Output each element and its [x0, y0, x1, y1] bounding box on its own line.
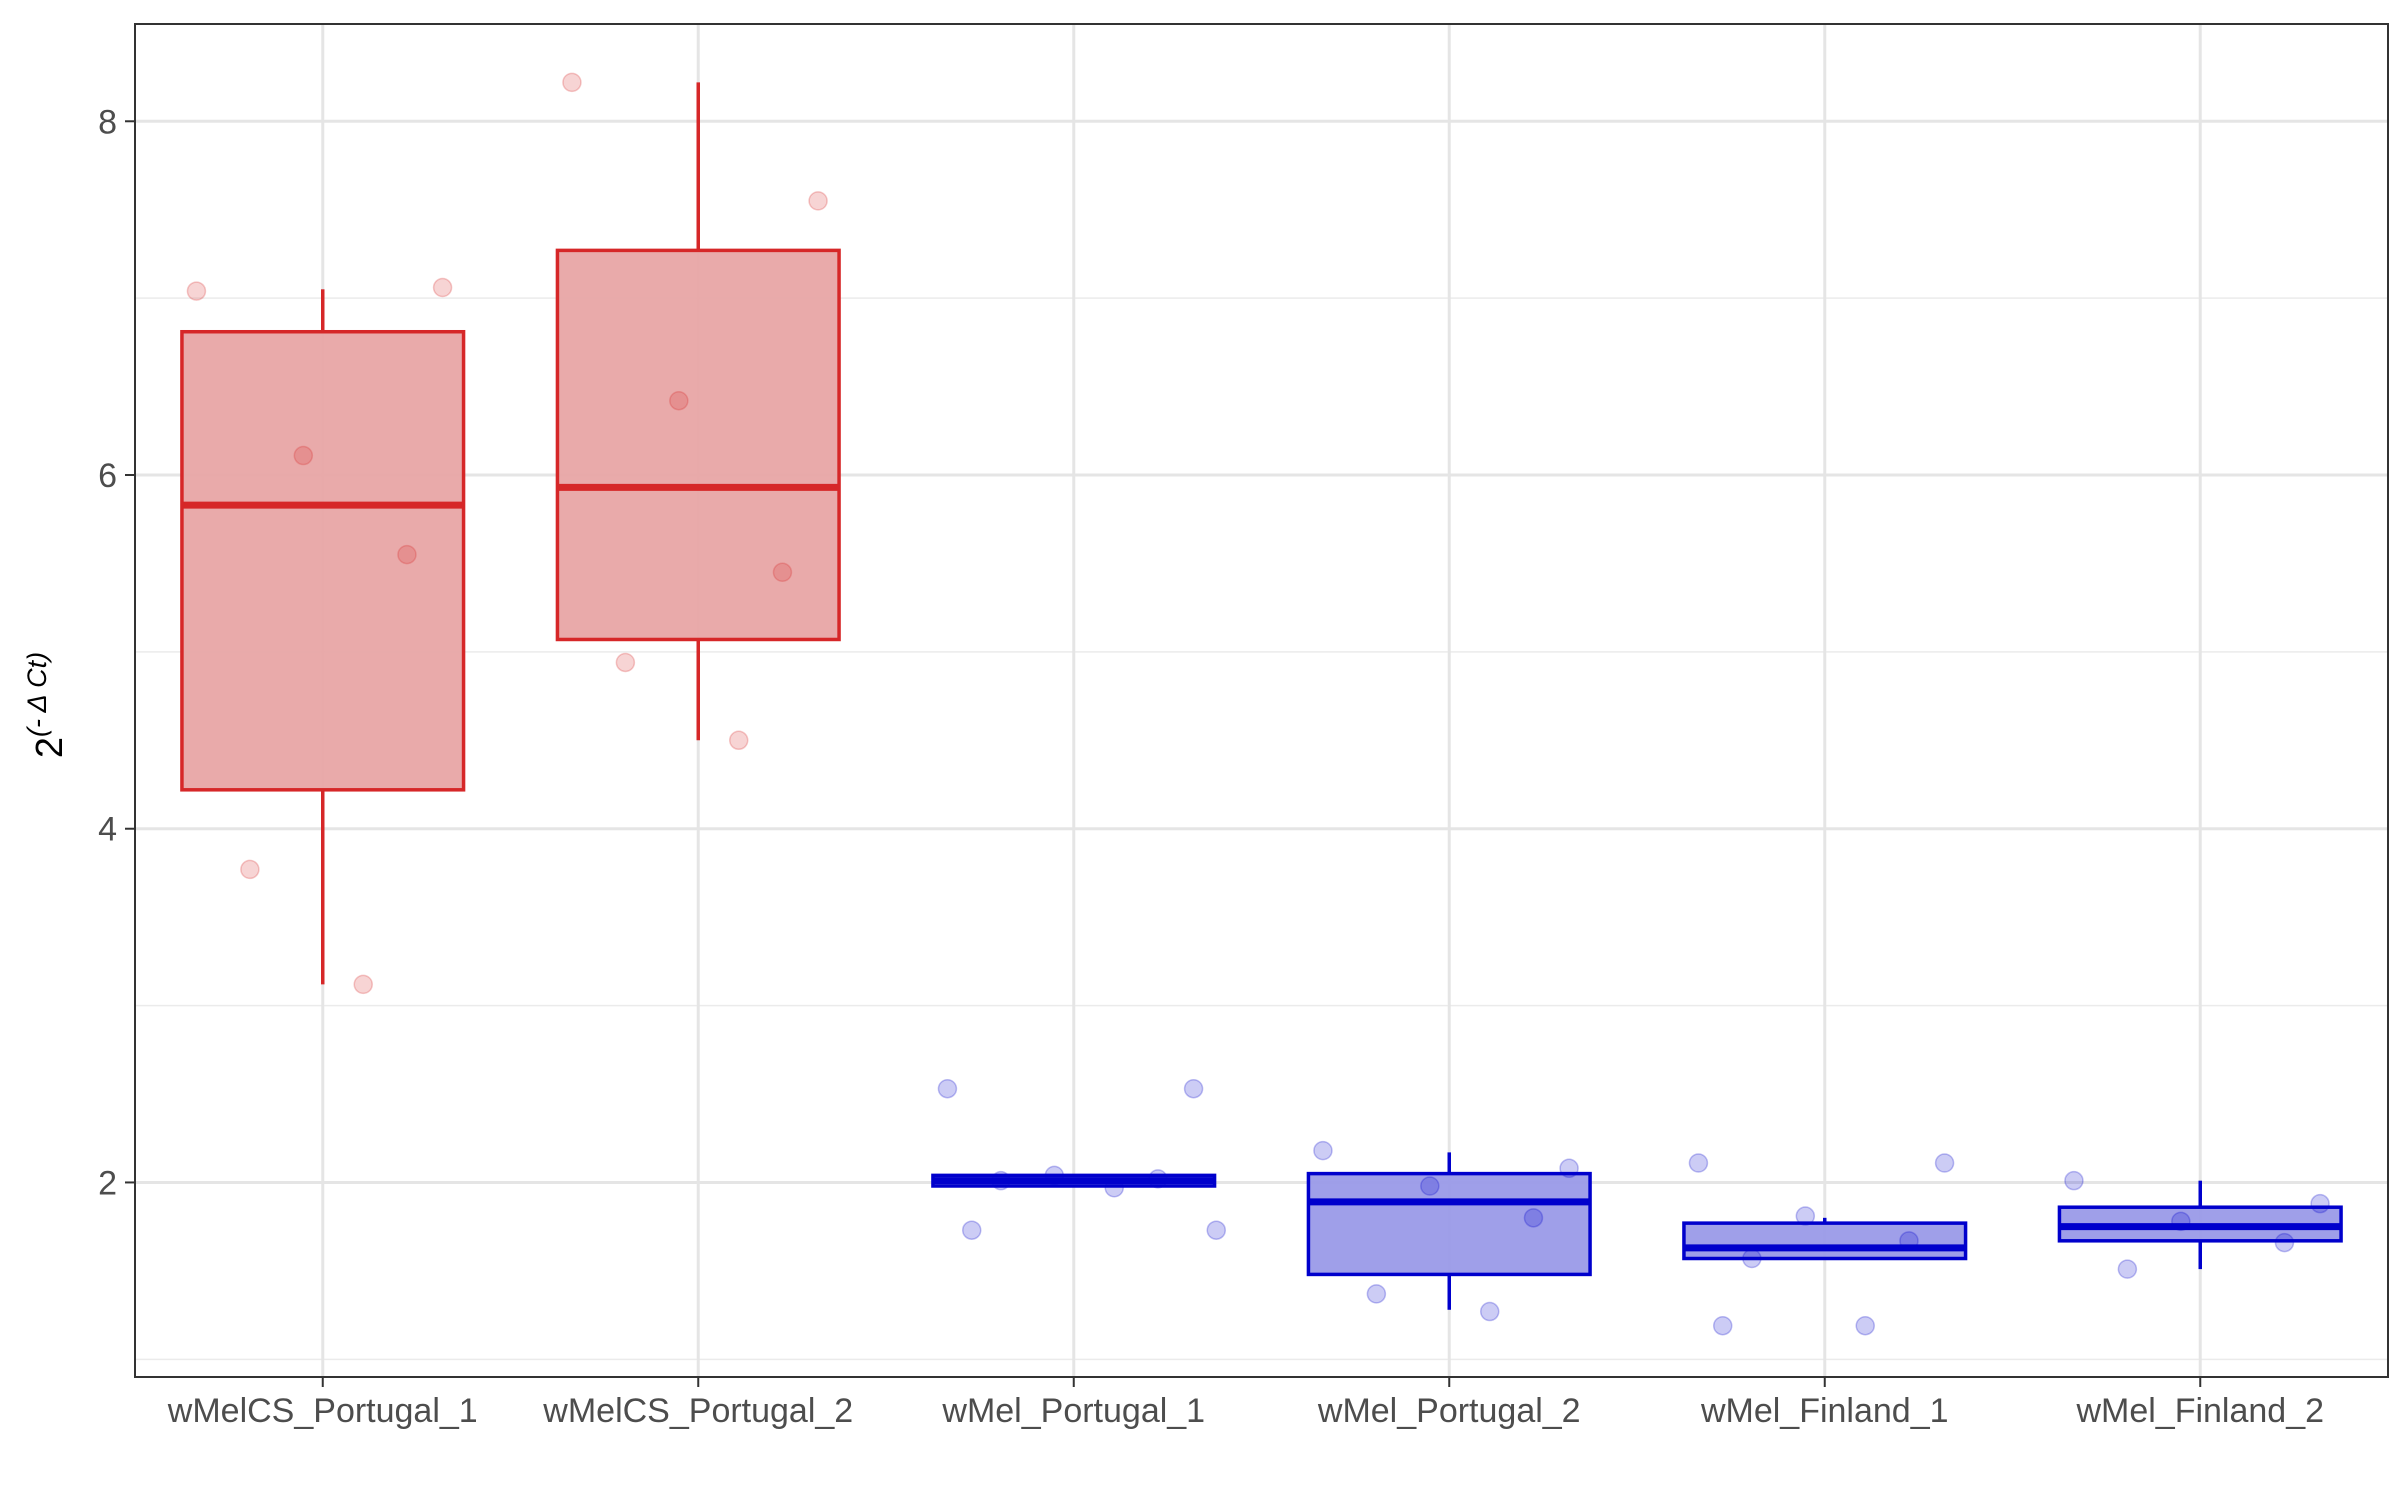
- data-point: [1688, 1153, 1709, 1173]
- data-point: [991, 1170, 1011, 1191]
- data-point: [2117, 1259, 2138, 1279]
- x-tick-label: wMel_Portugal_2: [1317, 1392, 1581, 1430]
- data-point: [1183, 1078, 1204, 1099]
- y-tick-label: 8: [98, 103, 117, 141]
- data-point: [2064, 1170, 2084, 1191]
- data-point: [728, 730, 749, 751]
- x-tick-label: wMelCS_Portugal_1: [167, 1392, 478, 1430]
- y-axis-title: 2(- Δ Ct): [22, 652, 71, 758]
- box-wMel_Finland_2: [2057, 1180, 2343, 1270]
- data-point: [397, 544, 417, 565]
- y-tick-label: 6: [98, 457, 117, 495]
- data-point: [669, 390, 689, 411]
- data-point: [186, 281, 207, 301]
- box-wMel_Portugal_2: [1306, 1152, 1592, 1310]
- data-point: [1523, 1208, 1544, 1228]
- data-point: [1044, 1165, 1065, 1186]
- data-point: [808, 191, 828, 211]
- plot-panel: [134, 23, 2389, 1378]
- data-point: [772, 562, 793, 583]
- x-tick-label: wMel_Portugal_1: [941, 1392, 1205, 1430]
- box-body: [180, 329, 466, 792]
- x-tick-label: wMelCS_Portugal_2: [542, 1392, 853, 1430]
- plot-border: [134, 23, 2389, 1378]
- plot-background: [135, 24, 2388, 1377]
- x-tick-label: wMel_Finland_2: [2075, 1392, 2324, 1430]
- data-point: [562, 72, 582, 93]
- data-point: [1104, 1178, 1124, 1198]
- data-point: [2171, 1211, 2191, 1232]
- data-point: [2310, 1193, 2330, 1214]
- data-point: [1206, 1220, 1227, 1240]
- box-wMel_Portugal_1: [931, 1173, 1217, 1188]
- y-axis-title-base: 2: [29, 737, 71, 758]
- box-body: [555, 248, 841, 642]
- grid-lines: [135, 24, 2388, 1377]
- data-point: [1366, 1284, 1387, 1304]
- y-tick-label: 2: [98, 1164, 117, 1202]
- data-point: [240, 859, 260, 880]
- box-series: [180, 82, 2343, 1310]
- data-point: [1313, 1140, 1333, 1161]
- box-wMelCS_Portugal_1: [180, 289, 466, 985]
- data-point: [2274, 1232, 2295, 1253]
- y-axis: 2 4 6 8: [98, 103, 135, 1202]
- box-wMelCS_Portugal_2: [555, 82, 841, 741]
- data-point: [615, 652, 636, 673]
- x-axis: wMelCS_Portugal_1 wMelCS_Portugal_2 wMel_P…: [167, 1377, 2324, 1430]
- data-point: [1934, 1153, 1955, 1173]
- box-body: [1306, 1171, 1592, 1277]
- data-point: [432, 277, 453, 298]
- data-point: [1742, 1248, 1762, 1269]
- box-wMel_Finland_1: [1682, 1217, 1968, 1261]
- box-body: [1682, 1221, 1968, 1261]
- data-point: [1420, 1176, 1440, 1196]
- jitter-points: [186, 72, 2330, 1336]
- data-point: [1712, 1315, 1733, 1336]
- x-tick-label: wMel_Finland_1: [1700, 1392, 1949, 1430]
- data-point: [293, 445, 314, 466]
- data-point: [937, 1078, 958, 1099]
- data-point: [1899, 1231, 1919, 1251]
- y-tick-label: 4: [98, 811, 117, 849]
- data-point: [1479, 1301, 1500, 1322]
- data-point: [1559, 1158, 1579, 1179]
- data-point: [1148, 1169, 1168, 1189]
- y-axis-title-exponent: (- Δ Ct): [22, 652, 52, 737]
- data-point: [1795, 1206, 1816, 1226]
- data-point: [961, 1220, 982, 1240]
- data-point: [1855, 1315, 1875, 1336]
- data-point: [353, 974, 373, 995]
